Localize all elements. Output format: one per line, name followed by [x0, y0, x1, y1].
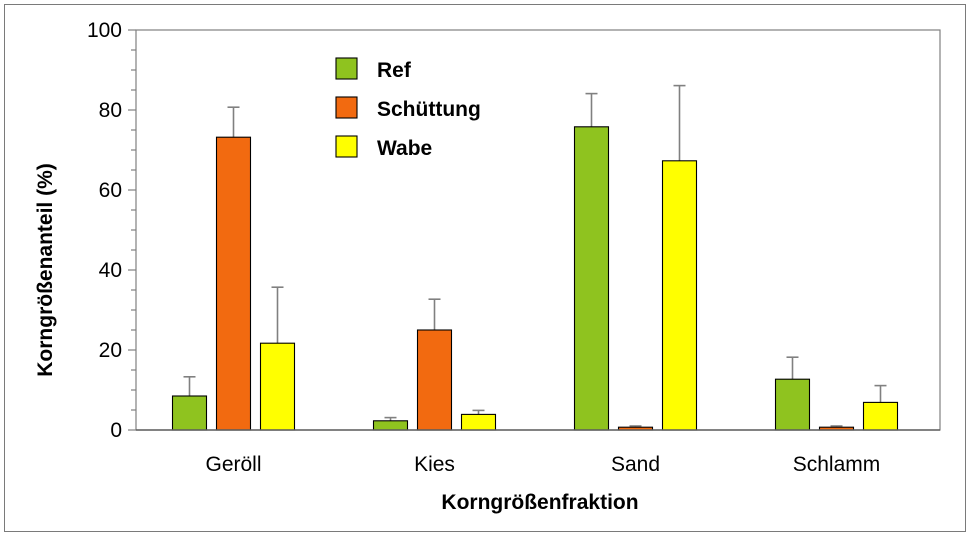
y-tick-label: 40	[99, 259, 122, 282]
legend-label: Schüttung	[377, 98, 481, 121]
bar-ref	[774, 378, 811, 431]
legend-label: Wabe	[377, 137, 432, 160]
x-tick-label: Geröll	[205, 453, 261, 476]
legend-swatch	[335, 96, 358, 119]
y-tick-label: 80	[99, 99, 122, 122]
legend-label: Ref	[377, 59, 412, 82]
bar-wabe	[862, 401, 899, 431]
y-tick-label: 100	[87, 19, 122, 42]
x-tick-label: Kies	[414, 453, 455, 476]
chart-frame	[4, 4, 966, 532]
y-tick-label: 60	[99, 179, 122, 202]
bar-wabe	[259, 342, 296, 431]
bar-ref	[171, 395, 208, 431]
x-axis-title: Korngrößenfraktion	[441, 491, 638, 514]
y-tick-label: 20	[99, 339, 122, 362]
bar-wabe	[460, 413, 497, 431]
y-axis-title: Korngrößenanteil (%)	[34, 163, 57, 377]
bar-ref	[372, 420, 409, 431]
bar-ref	[573, 126, 610, 431]
bar-schüttung	[416, 329, 453, 431]
plot-border	[135, 29, 941, 431]
bar-schüttung	[215, 136, 252, 431]
legend-swatch	[335, 57, 358, 80]
x-tick-label: Sand	[611, 453, 660, 476]
y-tick-label: 0	[110, 419, 122, 442]
x-tick-label: Schlamm	[793, 453, 881, 476]
bar-wabe	[661, 160, 698, 431]
legend-swatch	[335, 135, 358, 158]
